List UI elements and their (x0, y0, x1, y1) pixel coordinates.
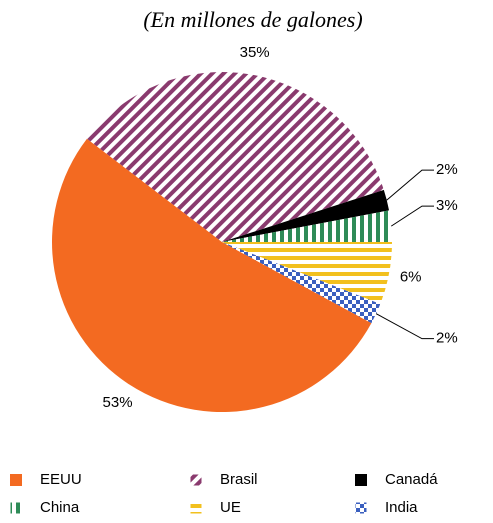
data-label: 35% (240, 44, 270, 61)
leader-line (386, 169, 434, 201)
data-label: 2% (436, 330, 458, 347)
legend-label: UE (220, 499, 241, 516)
legend-swatch (355, 474, 367, 486)
legend-label: Canadá (385, 471, 438, 488)
pie-slice (222, 242, 381, 324)
pie-slice (222, 210, 392, 242)
pie-slice (86, 71, 384, 242)
leader-line (375, 313, 434, 340)
pie-slice (222, 241, 393, 304)
leader-line (390, 205, 434, 227)
data-label: 2% (436, 161, 458, 178)
data-label: 53% (103, 394, 133, 411)
legend-swatch (189, 473, 203, 487)
data-label: 6% (400, 269, 422, 286)
pie-slice (222, 189, 390, 242)
legend-label: EEUU (40, 471, 82, 488)
legend-swatch (189, 501, 203, 515)
chart-subtitle: (En millones de galones) (143, 7, 362, 32)
data-label: 3% (436, 197, 458, 214)
pie-slice (52, 138, 372, 412)
legend-label: Brasil (220, 471, 258, 488)
legend-label: China (40, 499, 80, 516)
legend-label: India (385, 499, 418, 516)
legend-swatch (354, 501, 368, 515)
legend-swatch (10, 474, 22, 486)
legend-swatch (9, 501, 23, 515)
